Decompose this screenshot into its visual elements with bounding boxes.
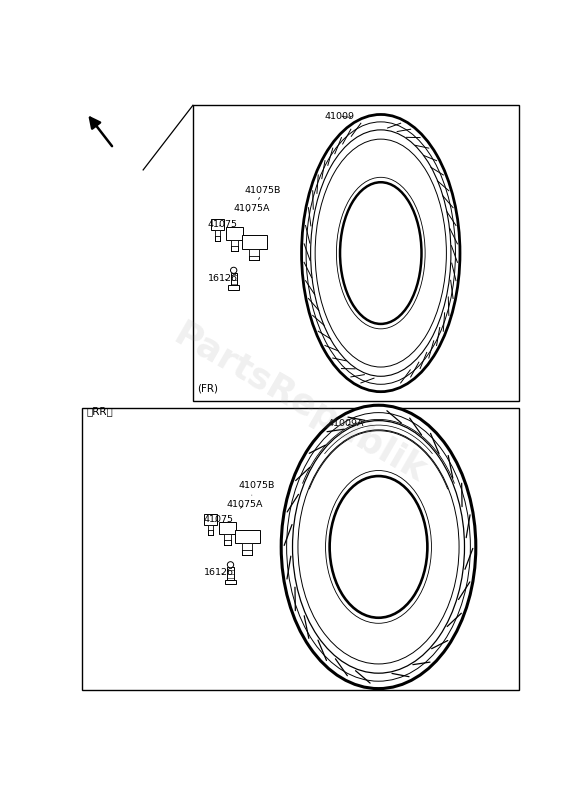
- Ellipse shape: [340, 182, 422, 324]
- Bar: [249, 249, 259, 255]
- Ellipse shape: [293, 421, 464, 673]
- Bar: [225, 579, 236, 585]
- Bar: [231, 273, 237, 285]
- Text: (FR): (FR): [197, 383, 218, 394]
- Bar: [211, 219, 224, 230]
- Bar: [235, 530, 260, 543]
- Text: 41075: 41075: [208, 220, 238, 229]
- Bar: [227, 567, 234, 579]
- Text: 41075: 41075: [203, 515, 234, 524]
- Ellipse shape: [329, 476, 427, 618]
- Text: 16126: 16126: [208, 274, 238, 283]
- Bar: [242, 543, 252, 550]
- Ellipse shape: [301, 114, 460, 392]
- Bar: [226, 227, 243, 239]
- Bar: [231, 239, 238, 246]
- Text: 41075A: 41075A: [234, 204, 270, 213]
- Text: 41075B: 41075B: [238, 481, 274, 495]
- Bar: [242, 235, 267, 249]
- Ellipse shape: [311, 130, 451, 376]
- Bar: [82, 408, 519, 690]
- Bar: [193, 106, 519, 401]
- Text: 16126: 16126: [204, 568, 234, 578]
- Text: 41075B: 41075B: [245, 186, 281, 199]
- Ellipse shape: [281, 406, 476, 689]
- Ellipse shape: [227, 562, 234, 568]
- Text: 〈RR〉: 〈RR〉: [86, 406, 113, 416]
- Text: PartsRepublik: PartsRepublik: [167, 318, 432, 490]
- Text: 41075A: 41075A: [227, 500, 263, 509]
- Bar: [228, 285, 239, 290]
- Text: 41009A: 41009A: [328, 419, 364, 428]
- Bar: [219, 522, 237, 534]
- Bar: [208, 525, 213, 530]
- Bar: [204, 514, 217, 525]
- Bar: [224, 534, 231, 540]
- Bar: [215, 230, 220, 236]
- Text: 41009: 41009: [324, 112, 354, 121]
- Ellipse shape: [231, 267, 237, 274]
